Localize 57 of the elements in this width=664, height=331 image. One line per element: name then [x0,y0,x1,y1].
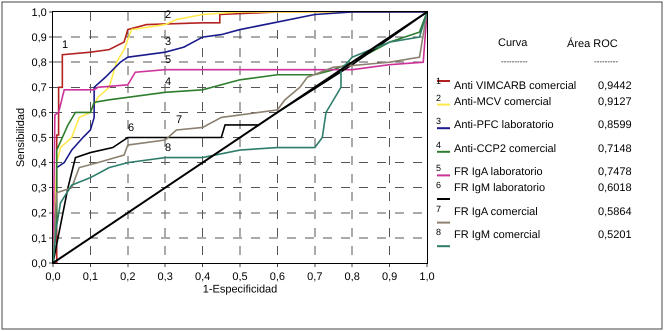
y-tick-label: 0,8 [32,57,47,70]
y-tick-label: 0,2 [32,208,47,220]
text: 4 [436,140,442,150]
text: 0,7148 [598,143,632,155]
legend-label: FR IgA laboratorio [454,166,543,178]
annotation: 6 [128,122,134,134]
y-axis-title: Sensibilidad [15,108,28,168]
text: 0,7478 [598,166,632,178]
text: --------- [594,57,618,66]
y-tick-label: 0,9 [32,32,47,44]
legend-label: Anti-PFC laboratorio [454,119,554,131]
text: Área ROC [567,37,618,50]
x-tick-label: 0,2 [120,271,136,284]
x-tick-label: 1,0 [419,271,435,284]
text: 0,9442 [598,80,632,92]
y-tick-label: 0,1 [32,232,47,245]
text: 5 [436,163,442,173]
x-tick-label: 0,5 [232,271,248,284]
y-tick-label: 0,0 [32,258,47,270]
annotation: 4 [165,76,172,88]
y-tick-label: 0,6 [32,107,47,120]
annotation: 8 [165,142,172,154]
text: 7 [436,204,442,214]
text: 0,8599 [598,119,632,131]
x-tick-label: 0,4 [194,271,210,284]
text: 0,9127 [598,96,632,108]
text: 6 [436,180,442,190]
text: FR IgM comercial [454,229,540,241]
annotation: 7 [176,114,182,126]
legend-label: Anti-MCV comercial [454,96,552,108]
text: 2 [436,93,442,103]
y-tick-label: 0,3 [32,182,47,195]
text: 0,5864 [598,206,632,218]
text: 0,5201 [598,229,632,241]
text: 3 [436,116,442,126]
x-tick-label: 0,3 [158,271,173,284]
x-tick-label: 0,6 [270,271,286,284]
y-tick-label: 0,4 [32,157,47,170]
text: FR IgM laboratorio [454,182,546,194]
annotation: 1 [62,39,68,51]
x-tick-label: 0,8 [344,271,360,284]
legend-title: Curva [498,37,528,49]
y-tick-label: 1,0 [32,6,47,19]
x-tick-label: 0,7 [307,271,322,284]
legend-label: Anti-CCP2 comercial [454,143,556,155]
x-axis-title: 1-Especificidad [202,283,278,296]
text: FR IgA comercial [454,206,538,218]
text: 0,6018 [598,182,632,194]
y-tick-label: 0,7 [32,82,47,94]
legend-label: Anti VIMCARB comercial [454,80,576,92]
x-tick-label: 0,9 [382,271,398,284]
annotation: 3 [165,36,172,48]
x-tick-label: 0,0 [45,271,61,284]
x-tick-label: 0,1 [82,271,98,284]
y-tick-label: 0,5 [32,132,47,144]
text: 8 [436,227,442,237]
text: ---------- [501,57,528,66]
